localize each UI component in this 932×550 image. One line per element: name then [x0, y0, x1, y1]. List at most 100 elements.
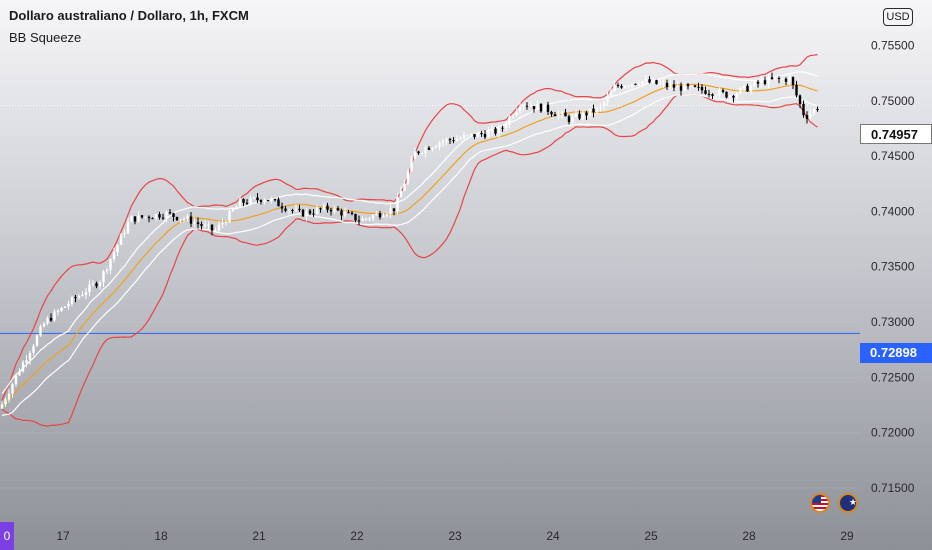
candle-body [452, 140, 455, 142]
candle [263, 198, 266, 205]
candle-body [315, 208, 319, 214]
candle [350, 211, 354, 216]
candle [385, 212, 389, 219]
candle-body [49, 317, 53, 321]
candle-body [214, 230, 217, 232]
candle [697, 82, 700, 91]
candle [459, 135, 462, 141]
candle-body [21, 362, 25, 372]
level-price-tag[interactable]: 0.72898 [860, 343, 932, 363]
candle [620, 84, 623, 89]
candle-body [760, 80, 763, 84]
indicator-label[interactable]: BB Squeeze [9, 30, 82, 45]
candle-body [476, 132, 480, 138]
price-tick-label: 0.74500 [871, 149, 915, 163]
candle [256, 193, 259, 203]
candle-body [126, 221, 130, 234]
candle [221, 218, 224, 229]
candle [165, 210, 168, 223]
candle-body [655, 80, 658, 85]
candle [546, 101, 550, 116]
candle-body [67, 304, 70, 307]
candle-body [501, 127, 504, 129]
candle-body [574, 113, 578, 117]
candle-body [672, 84, 676, 88]
candle-body [725, 91, 728, 98]
candle [756, 79, 760, 88]
candle [375, 210, 378, 216]
candle-body [308, 210, 312, 214]
candle [238, 196, 242, 207]
candle [438, 141, 441, 151]
candle-body [777, 77, 781, 79]
time-tick-label: 28 [742, 529, 756, 543]
candle [676, 80, 679, 88]
candle-body [417, 151, 420, 154]
candle-body [42, 323, 46, 327]
candle [151, 217, 154, 220]
candle-body [781, 78, 784, 80]
australia-flag-icon[interactable]: ★ [838, 493, 858, 513]
candle-body [84, 292, 88, 295]
candle-body [46, 317, 49, 324]
candle-body [532, 106, 536, 109]
candle [259, 199, 263, 205]
candle-body [742, 85, 746, 89]
price-axis[interactable]: 0.75500 0.75000 0.74500 0.74000 0.73500 0.730… [871, 38, 915, 495]
candle [641, 80, 644, 88]
candle [504, 120, 508, 131]
candle [441, 138, 445, 148]
us-flag-icon[interactable] [810, 493, 830, 513]
candle-body [585, 112, 588, 116]
candle-body [336, 208, 340, 211]
candle-body [256, 197, 259, 201]
keltner-upper-line [1, 71, 818, 394]
candle-body [627, 85, 630, 87]
candle [739, 86, 742, 95]
time-tick-label: 24 [546, 529, 560, 543]
candle [119, 233, 123, 245]
candle [525, 102, 529, 110]
candle [294, 204, 298, 213]
candle-body [116, 244, 119, 252]
candle [21, 360, 25, 373]
candle [777, 76, 781, 84]
candle-body [770, 77, 774, 79]
candle [18, 368, 21, 377]
candle-body [81, 294, 84, 296]
candle [277, 197, 280, 207]
candle [648, 76, 651, 84]
candle-body [665, 82, 669, 87]
candle-body [245, 202, 249, 204]
candle [266, 200, 270, 202]
candle [508, 115, 511, 129]
candle [462, 131, 466, 139]
candle [588, 108, 592, 118]
currency-button[interactable]: USD [883, 8, 913, 26]
candle [49, 313, 53, 322]
candle-body [763, 80, 767, 84]
candle-body [105, 269, 109, 272]
candle [742, 85, 746, 93]
candle-body [172, 213, 175, 217]
time-axis[interactable]: 17 18 21 22 23 24 25 28 29 [56, 529, 854, 543]
candle [172, 212, 175, 222]
candle [718, 87, 721, 99]
candle-body [210, 224, 214, 231]
candle [532, 106, 536, 113]
candle-body [641, 81, 644, 85]
candle-body [609, 90, 613, 96]
candle-body [263, 200, 266, 203]
chart-title[interactable]: Dollaro australiano / Dollaro, 1h, FXCM [9, 8, 249, 23]
candle [511, 113, 515, 119]
candle [595, 106, 599, 115]
candle-body [441, 141, 445, 143]
candle-body [679, 85, 683, 91]
candle [95, 281, 98, 289]
candle-body [686, 84, 690, 87]
candle [105, 267, 109, 275]
candle [158, 211, 161, 220]
candle [735, 91, 739, 101]
